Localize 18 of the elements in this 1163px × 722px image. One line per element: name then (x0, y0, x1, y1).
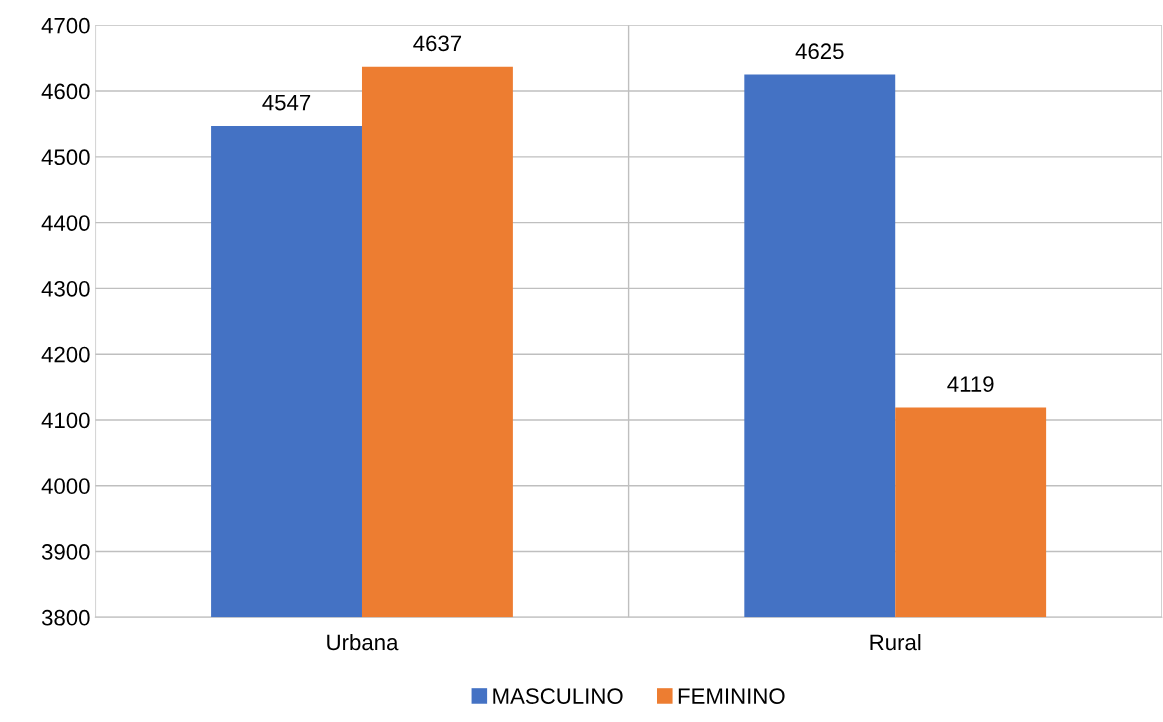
y-tick-label: 4500 (41, 149, 90, 166)
data-label: 4625 (795, 43, 844, 60)
y-tick-label: 4400 (41, 215, 90, 231)
y-tick-label: 4200 (41, 346, 90, 363)
legend-label: MASCULINO (493, 688, 623, 704)
y-tick-label: 3800 (41, 609, 90, 626)
data-label: 4637 (413, 35, 462, 52)
y-tick-label: 4300 (41, 280, 90, 297)
y-tick-label: 4600 (41, 83, 90, 100)
data-label: 4547 (262, 94, 311, 111)
x-tick-label: Rural (870, 633, 921, 651)
y-tick-label: 4700 (41, 17, 90, 34)
data-label: 4119 (947, 376, 994, 392)
y-tick-label: 4100 (41, 412, 90, 429)
legend-label: FEMININO (678, 688, 785, 704)
y-tick-label: 4000 (41, 478, 90, 495)
y-tick-label: 3900 (41, 544, 90, 560)
x-tick-label: Urbana (327, 633, 399, 651)
